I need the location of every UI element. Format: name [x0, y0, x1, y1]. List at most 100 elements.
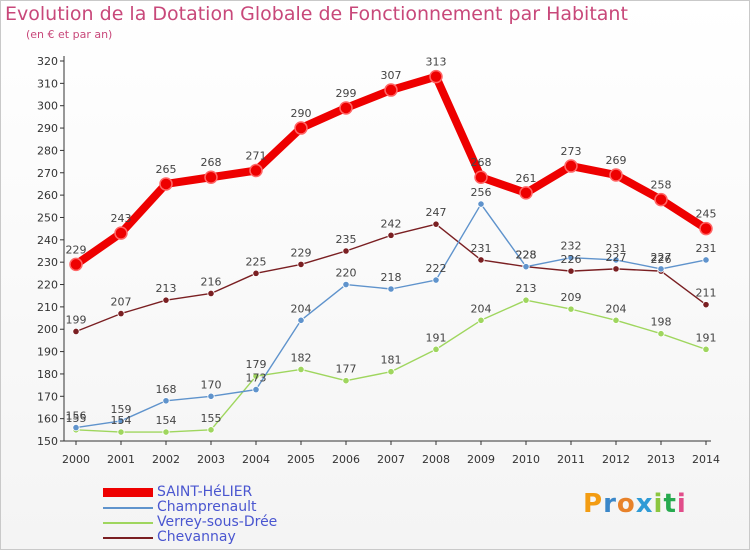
- series-0-data-label: 211: [696, 287, 717, 300]
- series-2-data-label: 156: [66, 410, 87, 423]
- y-tick-label: 280: [37, 144, 58, 157]
- series-2-point: [477, 200, 485, 208]
- series-3-data-label: 313: [426, 56, 447, 69]
- series-3-data-label: 273: [561, 145, 582, 158]
- chart-subtitle: (en € et par an): [26, 28, 113, 41]
- series-1-point: [432, 345, 440, 353]
- series-2-data-label: 204: [291, 302, 312, 315]
- series-1-point: [117, 428, 125, 436]
- series-2-point: [207, 392, 215, 400]
- legend-item: Champrenault: [103, 500, 277, 515]
- y-tick-label: 300: [37, 100, 58, 113]
- series-1-data-label: 155: [201, 412, 222, 425]
- series-0-data-label: 242: [381, 217, 402, 230]
- series-2-data-label: 173: [246, 372, 267, 385]
- series-3-data-label: 290: [291, 107, 312, 120]
- series-1-point: [477, 316, 485, 324]
- series-0-data-label: 227: [606, 251, 627, 264]
- series-0-point: [117, 309, 125, 318]
- series-3-data-label: 243: [111, 212, 132, 225]
- series-3-point: [159, 177, 173, 191]
- legend-label: SAINT-HéLIER: [157, 484, 253, 500]
- series-2-point: [252, 385, 260, 394]
- y-tick-label: 230: [37, 256, 58, 269]
- series-1-data-label: 181: [381, 354, 402, 367]
- series-0-data-label: 247: [426, 206, 447, 219]
- series-1-point: [387, 368, 395, 376]
- series-0-data-label: 213: [156, 282, 177, 295]
- series-1-point: [702, 345, 710, 353]
- legend-swatch: [103, 506, 153, 509]
- y-tick-label: 150: [37, 435, 58, 448]
- series-2-point: [432, 276, 440, 284]
- series-1-point: [342, 377, 350, 385]
- series-0-data-label: 226: [561, 253, 582, 266]
- series-1-data-label: 154: [156, 414, 177, 427]
- series-3-point: [654, 192, 668, 207]
- series-3-data-label: 261: [516, 172, 537, 185]
- series-1-data-label: 204: [471, 302, 492, 315]
- legend-label: Champrenault: [157, 499, 257, 515]
- x-tick-label: 2002: [152, 453, 180, 466]
- series-0-data-label: 225: [246, 255, 267, 268]
- series-2-point: [387, 285, 395, 293]
- x-tick-label: 2012: [602, 453, 630, 466]
- legend-label: Chevannay: [157, 529, 236, 545]
- series-3-point: [429, 69, 443, 84]
- series-3-point: [564, 159, 578, 173]
- series-3-data-label: 307: [381, 69, 402, 82]
- series-2-data-label: 256: [471, 186, 492, 199]
- series-1-data-label: 213: [516, 282, 537, 295]
- series-0-point: [612, 265, 620, 273]
- series-1-data-label: 154: [111, 414, 132, 427]
- logo-letter: P: [583, 489, 604, 519]
- chart-axes: 150 160 170 180 190 200 210 220 230 240 250 260 270 2…: [37, 55, 720, 466]
- series-3-point: [384, 83, 398, 97]
- x-tick-label: 2009: [467, 453, 495, 466]
- y-tick-label: 160: [37, 413, 58, 426]
- series-2-data-label: 168: [156, 383, 177, 396]
- series-1-point: [252, 372, 260, 380]
- series-1-point: [657, 330, 665, 338]
- proxiti-logo: Proxiti: [583, 489, 687, 519]
- series-1-point: [207, 426, 215, 434]
- series-3-data-label: 245: [696, 208, 717, 221]
- series-2-point: [567, 254, 575, 262]
- series-2-point: [702, 256, 710, 264]
- series-3-data-label: 268: [471, 156, 492, 169]
- series-3-point: [294, 121, 308, 135]
- series-2-data-label: 170: [201, 378, 222, 391]
- series-2-data-label: 159: [111, 403, 132, 416]
- series-0-point: [477, 256, 485, 264]
- series-3-data-label: 299: [336, 87, 357, 100]
- y-tick-label: 260: [37, 189, 58, 202]
- series-layer: [69, 69, 713, 436]
- series-2-point: [612, 256, 620, 264]
- y-tick-label: 320: [37, 55, 58, 68]
- series-2-data-label: 231: [696, 242, 717, 255]
- series-3-point: [519, 186, 533, 200]
- series-1-point: [522, 296, 530, 304]
- logo-letter: o: [616, 489, 636, 519]
- legend-item: Chevannay: [103, 530, 277, 545]
- series-3-point: [114, 226, 128, 240]
- series-2-point: [117, 417, 125, 425]
- series-2-point: [297, 316, 305, 324]
- y-tick-label: 200: [37, 323, 58, 336]
- series-3-point: [204, 170, 218, 184]
- x-tick-label: 2000: [62, 453, 90, 466]
- y-tick-label: 310: [37, 77, 58, 90]
- series-2-data-label: 222: [426, 262, 447, 275]
- x-tick-label: 2014: [692, 453, 720, 466]
- series-3-data-label: 265: [156, 163, 177, 176]
- series-0-data-label: 228: [516, 249, 537, 262]
- series-1-data-label: 198: [651, 316, 672, 329]
- x-tick-label: 2007: [377, 453, 405, 466]
- series-2-data-label: 232: [561, 240, 582, 253]
- series-2-data-label: 228: [516, 249, 537, 262]
- series-1-data-label: 155: [66, 412, 87, 425]
- series-3-point: [69, 257, 83, 272]
- x-tick-label: 2004: [242, 453, 270, 466]
